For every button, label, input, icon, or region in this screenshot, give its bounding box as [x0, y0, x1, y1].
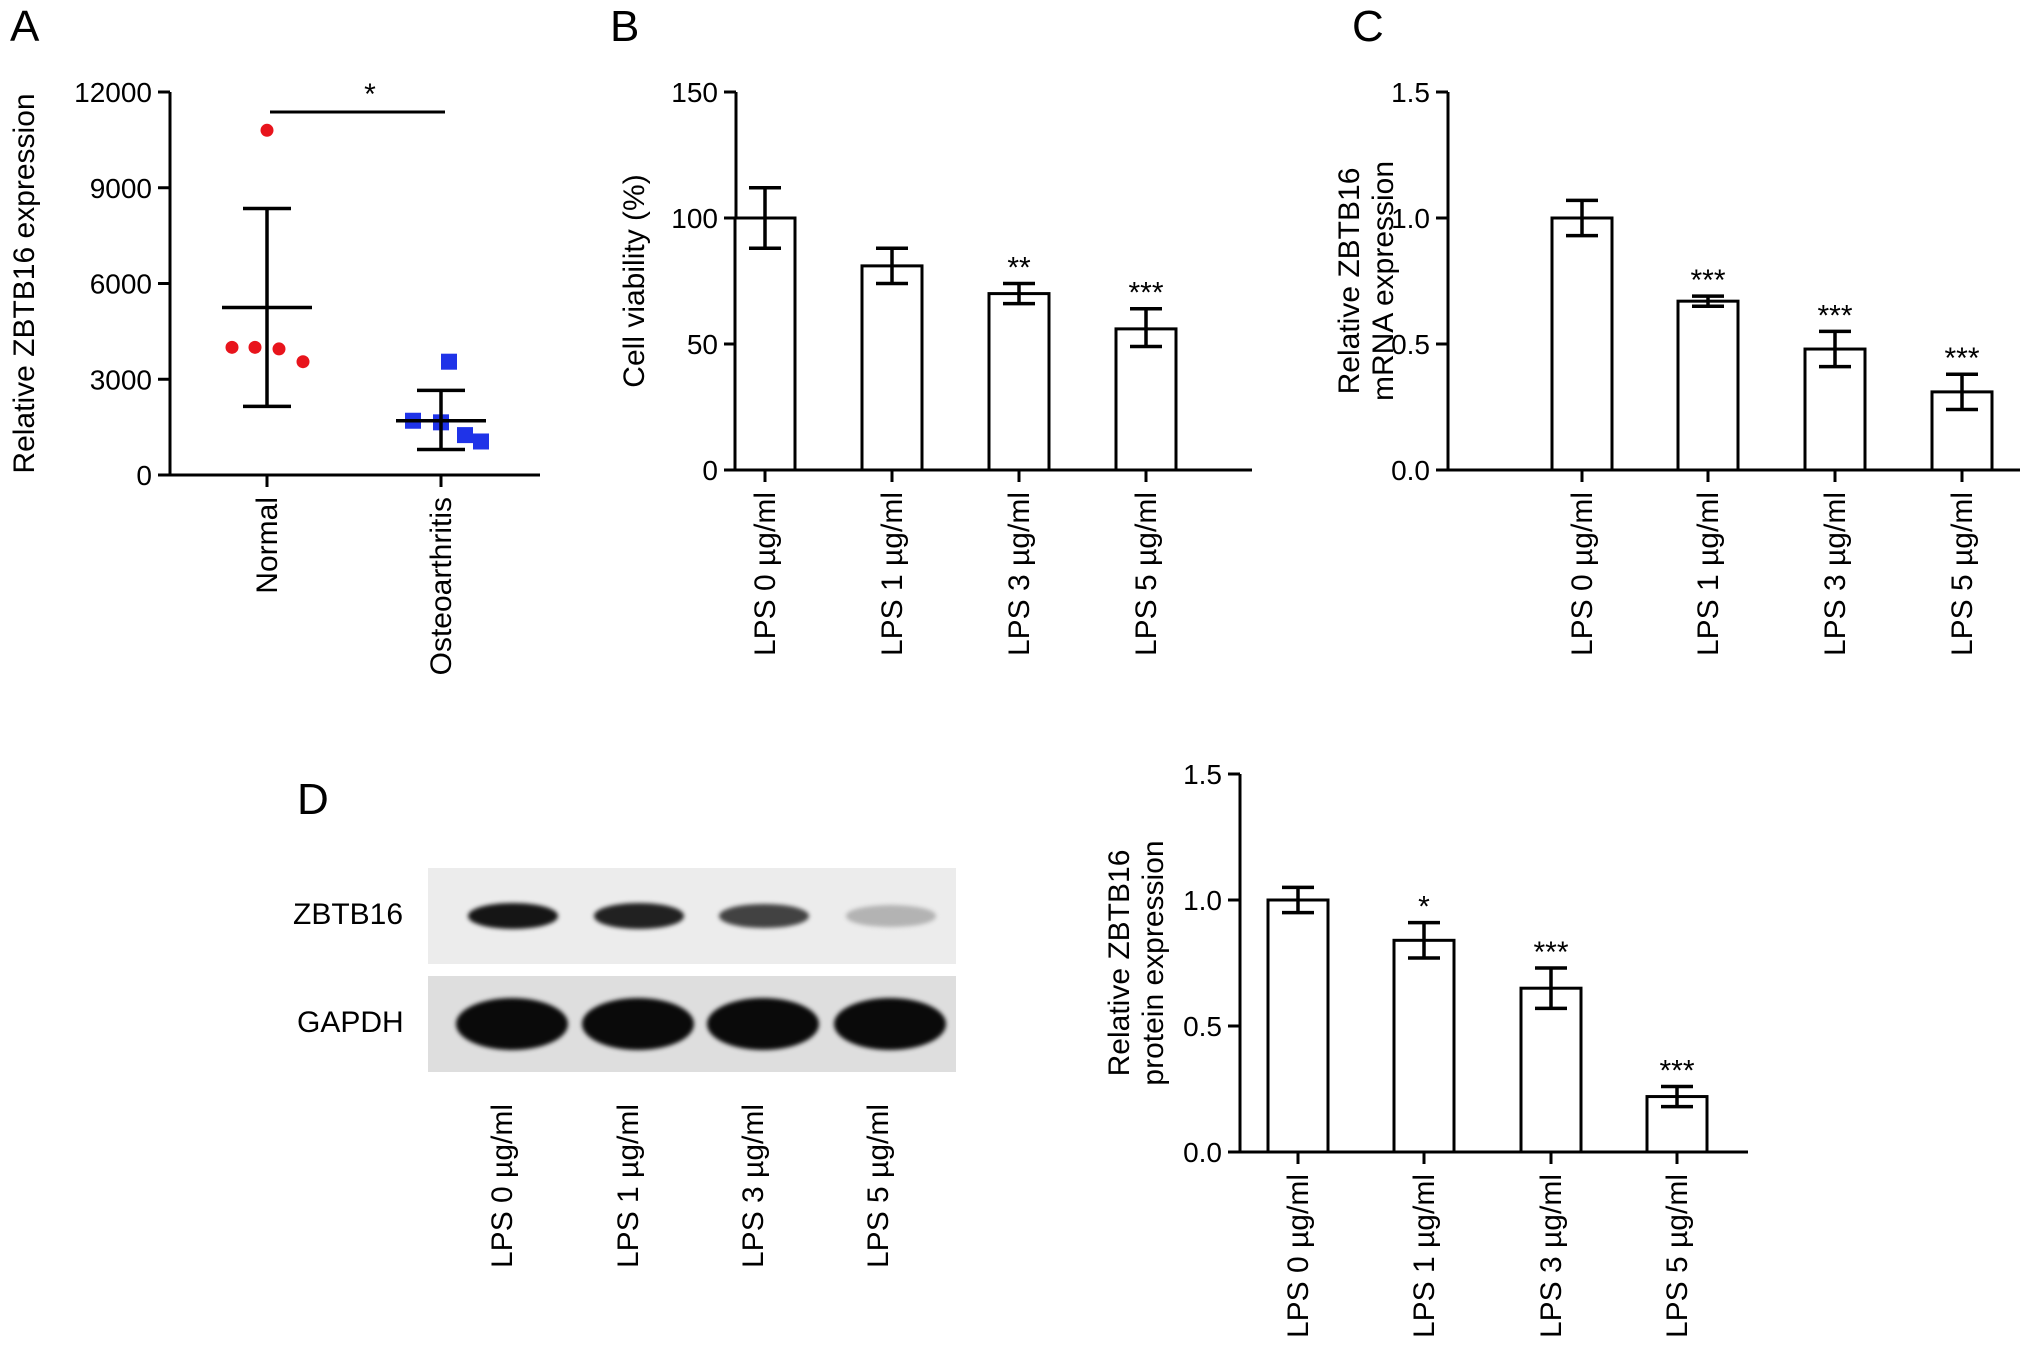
y-tick-label: 0.0 — [1391, 455, 1430, 486]
x-tick-label: Osteoarthritis — [425, 497, 458, 675]
blot-band — [707, 998, 819, 1050]
panel-letter-c: C — [1352, 2, 1384, 51]
data-point — [441, 353, 457, 370]
x-tick-label: LPS 3 µg/ml — [1535, 1174, 1568, 1338]
data-point — [296, 355, 310, 369]
y-tick-label: 1.0 — [1183, 885, 1222, 916]
y-tick-label: 1.0 — [1391, 203, 1430, 234]
x-tick-label: LPS 1 µg/ml — [876, 492, 909, 656]
blot-band — [834, 998, 946, 1050]
western-blot: ZBTB16 GAPDH LPS 0 µg/ml LPS 1 µg/ml LPS… — [0, 0, 1000, 1369]
y-tick-label: 50 — [687, 329, 718, 360]
y-axis-label: Cell viability (%) — [618, 174, 651, 387]
x-tick-label: LPS 3 µg/ml — [1819, 492, 1852, 656]
y-tick-label: 0 — [136, 460, 152, 491]
data-point — [272, 342, 286, 356]
bar — [1550, 216, 1614, 472]
chart-a-scatter: 0 3000 6000 9000 12000 Relative ZBTB16 expres… — [8, 77, 540, 675]
y-tick-label: 9000 — [90, 173, 152, 204]
x-tick-label: Normal — [251, 497, 284, 594]
blot-label-zbtb16: ZBTB16 — [293, 898, 404, 931]
significance-marker: *** — [1690, 264, 1725, 297]
data-point — [457, 427, 473, 444]
blot-band — [594, 903, 684, 929]
blot-strip-zbtb16 — [428, 868, 956, 964]
blot-band — [456, 998, 568, 1050]
blot-label-gapdh: GAPDH — [297, 1006, 404, 1039]
significance-marker: *** — [1817, 299, 1852, 332]
x-tick-label: LPS 5 µg/ml — [1946, 492, 1979, 656]
x-tick-label: LPS 0 µg/ml — [749, 492, 782, 656]
data-point — [248, 340, 262, 354]
y-tick-label: 0.0 — [1183, 1137, 1222, 1168]
y-tick-label: 3000 — [90, 364, 152, 395]
significance-marker: *** — [1944, 342, 1979, 375]
y-axis-label: Relative ZBTB16 — [1333, 168, 1366, 395]
bar — [1803, 347, 1867, 472]
blot-lane-label: LPS 1 µg/ml — [612, 1103, 645, 1268]
x-tick-label: LPS 5 µg/ml — [1661, 1174, 1694, 1338]
y-axis-label-group: Relative ZBTB16 protein expression — [1103, 840, 1170, 1085]
panel-letter-b: B — [610, 2, 640, 51]
y-tick-label: 12000 — [74, 77, 152, 108]
x-tick-label: LPS 1 µg/ml — [1692, 492, 1725, 656]
blot-band — [468, 903, 558, 929]
bar — [1266, 898, 1330, 1154]
blot-band — [719, 903, 809, 929]
x-tick-label: LPS 1 µg/ml — [1408, 1174, 1441, 1338]
y-tick-label: 150 — [671, 77, 718, 108]
chart-d-protein-expression: 0.0 0.5 1.0 1.5 Relative ZBTB16 protein expre… — [1103, 759, 1748, 1338]
significance-marker: * — [364, 78, 376, 111]
bar — [987, 292, 1051, 472]
significance-marker: *** — [1659, 1054, 1694, 1087]
bar — [1392, 938, 1456, 1154]
bar — [1114, 327, 1178, 472]
blot-band — [582, 998, 694, 1050]
panel-letter-d: D — [297, 775, 329, 824]
y-tick-label: 1.5 — [1391, 77, 1430, 108]
significance-marker: ** — [1007, 252, 1031, 285]
y-axis-label-group: Relative ZBTB16 expression — [8, 93, 41, 473]
y-tick-label: 0.5 — [1391, 329, 1430, 360]
chart-b-cell-viability: 0 50 100 150 Cell viability (%) LPS 0 µg/ml LP… — [618, 77, 1252, 656]
blot-strip-gapdh — [428, 976, 956, 1072]
y-axis-label: protein expression — [1137, 840, 1170, 1085]
y-axis-label-group: Cell viability (%) — [618, 174, 651, 387]
blot-lane-label: LPS 3 µg/ml — [737, 1103, 770, 1268]
bar — [733, 216, 797, 472]
bar — [1519, 986, 1583, 1154]
y-axis-label: Relative ZBTB16 expression — [8, 93, 41, 473]
chart-c-mrna-expression: 0.0 0.5 1.0 1.5 Relative ZBTB16 mRNA expressi… — [1333, 77, 2020, 656]
y-axis-label: Relative ZBTB16 — [1103, 850, 1136, 1077]
bar — [860, 264, 924, 472]
blot-lane-label: LPS 0 µg/ml — [486, 1103, 519, 1268]
y-tick-label: 100 — [671, 203, 718, 234]
significance-marker: *** — [1533, 936, 1568, 969]
data-point — [260, 123, 274, 137]
significance-marker: *** — [1128, 277, 1163, 310]
data-point — [225, 340, 239, 354]
y-tick-label: 0 — [702, 455, 718, 486]
bar — [1676, 299, 1740, 472]
y-tick-label: 6000 — [90, 269, 152, 300]
panel-letter-a: A — [10, 2, 40, 51]
x-tick-label: LPS 0 µg/ml — [1282, 1174, 1315, 1338]
x-tick-label: LPS 3 µg/ml — [1003, 492, 1036, 656]
y-tick-label: 1.5 — [1183, 759, 1222, 790]
y-tick-label: 0.5 — [1183, 1011, 1222, 1042]
blot-lane-label: LPS 5 µg/ml — [862, 1103, 895, 1268]
x-tick-label: LPS 0 µg/ml — [1566, 492, 1599, 656]
data-point — [473, 433, 489, 450]
y-axis-label-group: Relative ZBTB16 mRNA expression — [1333, 161, 1400, 401]
blot-band — [846, 905, 936, 927]
y-axis-label: mRNA expression — [1367, 161, 1400, 401]
significance-marker: * — [1418, 891, 1430, 924]
x-tick-label: LPS 5 µg/ml — [1130, 492, 1163, 656]
